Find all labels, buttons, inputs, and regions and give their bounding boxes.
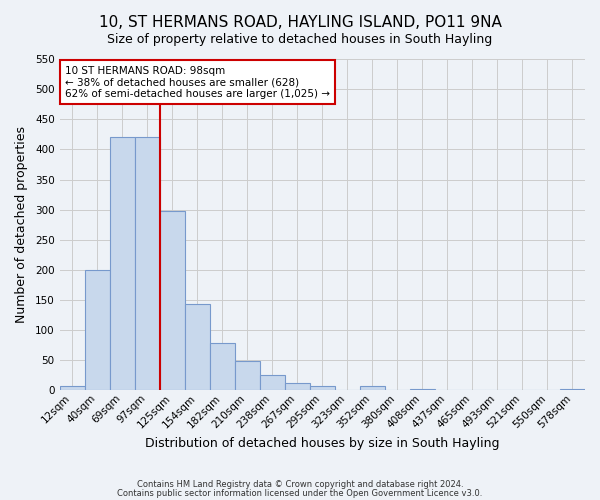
- Bar: [410, 389, 435, 390]
- Text: Contains HM Land Registry data © Crown copyright and database right 2024.: Contains HM Land Registry data © Crown c…: [137, 480, 463, 489]
- Bar: [209, 344, 235, 390]
- Bar: [360, 386, 385, 390]
- Bar: [134, 138, 160, 390]
- Text: 10 ST HERMANS ROAD: 98sqm
← 38% of detached houses are smaller (628)
62% of semi: 10 ST HERMANS ROAD: 98sqm ← 38% of detac…: [65, 66, 330, 99]
- Bar: [85, 270, 110, 390]
- Bar: [185, 304, 209, 390]
- Bar: [235, 362, 260, 390]
- Bar: [59, 386, 85, 390]
- Bar: [160, 211, 185, 390]
- Bar: [560, 389, 585, 390]
- X-axis label: Distribution of detached houses by size in South Hayling: Distribution of detached houses by size …: [145, 437, 500, 450]
- Bar: [110, 138, 134, 390]
- Bar: [310, 386, 335, 390]
- Bar: [285, 383, 310, 390]
- Text: Size of property relative to detached houses in South Hayling: Size of property relative to detached ho…: [107, 32, 493, 46]
- Text: Contains public sector information licensed under the Open Government Licence v3: Contains public sector information licen…: [118, 488, 482, 498]
- Bar: [260, 376, 285, 390]
- Y-axis label: Number of detached properties: Number of detached properties: [15, 126, 28, 323]
- Text: 10, ST HERMANS ROAD, HAYLING ISLAND, PO11 9NA: 10, ST HERMANS ROAD, HAYLING ISLAND, PO1…: [98, 15, 502, 30]
